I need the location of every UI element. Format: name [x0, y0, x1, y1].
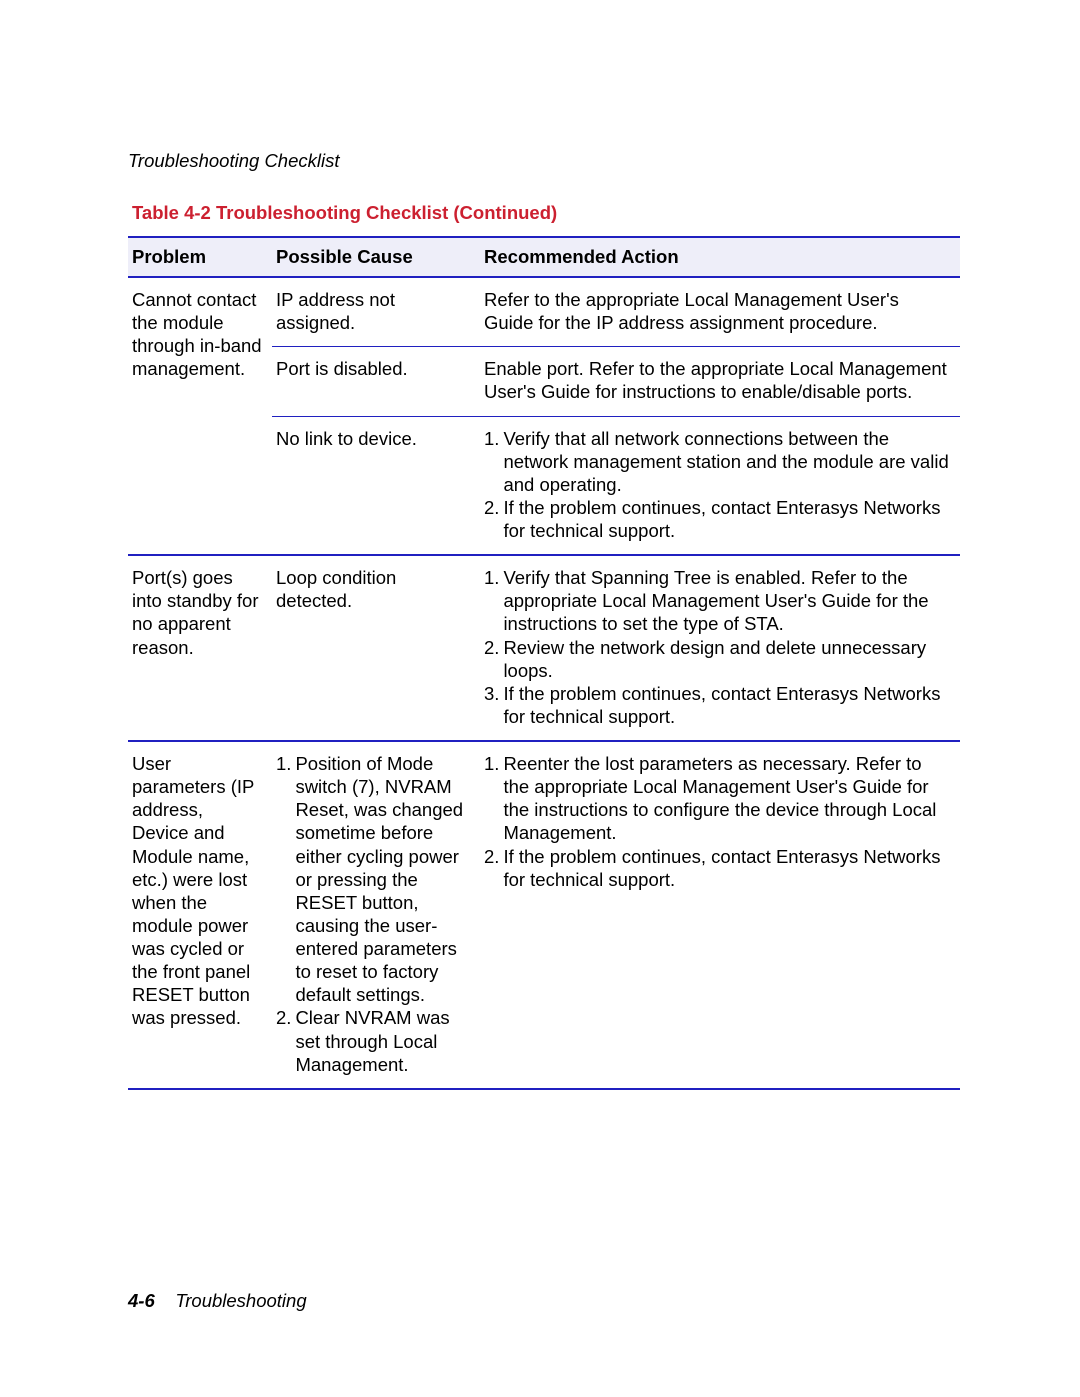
page-header: Troubleshooting Checklist — [128, 150, 960, 172]
list-number: 1. — [484, 752, 499, 775]
cell-action: Refer to the appropriate Local Managemen… — [480, 277, 960, 347]
list-number: 1. — [276, 752, 291, 775]
troubleshooting-table: Problem Possible Cause Recommended Actio… — [128, 236, 960, 1090]
col-header-cause: Possible Cause — [272, 237, 480, 277]
list-number: 3. — [484, 682, 499, 705]
cell-action: 1. Verify that Spanning Tree is enabled.… — [480, 555, 960, 741]
table-row: Cannot contact the module through in-ban… — [128, 277, 960, 347]
cell-problem: User parameters (IP address, Device and … — [128, 741, 272, 1089]
list-number: 1. — [484, 566, 499, 589]
cell-cause: No link to device. — [272, 416, 480, 555]
list-text: Clear NVRAM was set through Local Manage… — [295, 1006, 472, 1075]
table-row: Port(s) goes into standby for no apparen… — [128, 555, 960, 741]
list-text: If the problem continues, contact Entera… — [503, 845, 952, 891]
list-number: 2. — [484, 496, 499, 519]
cell-cause: IP address not assigned. — [272, 277, 480, 347]
list-number: 2. — [484, 636, 499, 659]
table-caption: Table 4-2 Troubleshooting Checklist (Con… — [128, 202, 960, 224]
col-header-problem: Problem — [128, 237, 272, 277]
list-number: 2. — [276, 1006, 291, 1029]
col-header-action: Recommended Action — [480, 237, 960, 277]
cell-action: 1. Reenter the lost parameters as necess… — [480, 741, 960, 1089]
list-text: If the problem continues, contact Entera… — [503, 682, 952, 728]
list-text: Reenter the lost parameters as necessary… — [503, 752, 952, 845]
list-text: Verify that Spanning Tree is enabled. Re… — [503, 566, 952, 635]
list-text: Review the network design and delete unn… — [503, 636, 952, 682]
cell-cause: Port is disabled. — [272, 347, 480, 416]
cell-action: Enable port. Refer to the appropriate Lo… — [480, 347, 960, 416]
list-number: 1. — [484, 427, 499, 450]
cell-cause: Loop condition detected. — [272, 555, 480, 741]
list-text: If the problem continues, contact Entera… — [503, 496, 952, 542]
list-text: Verify that all network connections betw… — [503, 427, 952, 496]
cell-action: 1. Verify that all network connections b… — [480, 416, 960, 555]
cell-cause: 1. Position of Mode switch (7), NVRAM Re… — [272, 741, 480, 1089]
footer-section: Troubleshooting — [175, 1290, 306, 1311]
footer-page-number: 4-6 — [128, 1290, 155, 1311]
page-footer: 4-6 Troubleshooting — [128, 1290, 307, 1312]
cell-problem: Port(s) goes into standby for no apparen… — [128, 555, 272, 741]
list-number: 2. — [484, 845, 499, 868]
cell-problem: Cannot contact the module through in-ban… — [128, 277, 272, 555]
table-header-row: Problem Possible Cause Recommended Actio… — [128, 237, 960, 277]
table-row: User parameters (IP address, Device and … — [128, 741, 960, 1089]
list-text: Position of Mode switch (7), NVRAM Reset… — [295, 752, 472, 1006]
